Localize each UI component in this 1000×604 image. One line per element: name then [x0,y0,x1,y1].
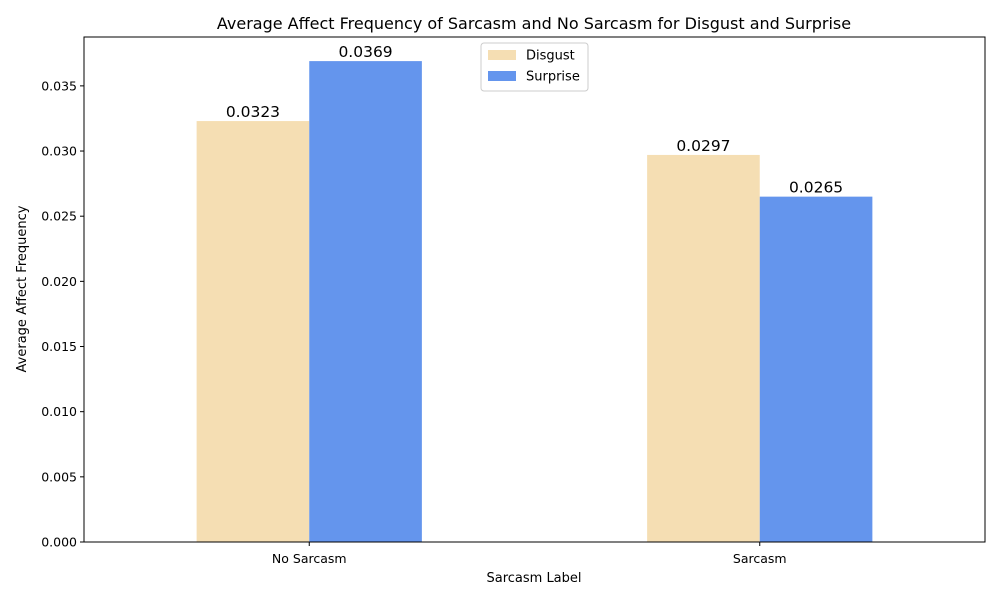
y-tick-label: 0.025 [41,209,77,224]
x-tick-label: Sarcasm [733,551,787,566]
legend-label-surprise: Surprise [526,70,580,85]
bar-disgust-no-sarcasm [196,121,310,542]
y-tick-label: 0.030 [41,144,77,159]
legend-label-disgust: Disgust [526,49,575,64]
legend: Disgust Surprise [480,42,589,92]
y-tick-label: 0.005 [41,469,77,484]
y-tick-label: 0.000 [41,535,77,550]
x-axis: No Sarcasm Sarcasm [272,542,787,566]
bar-value-label: 0.0265 [789,179,843,197]
plot-frame [83,36,986,543]
x-tick-label: No Sarcasm [272,551,347,566]
y-tick-label: 0.015 [41,339,77,354]
bar-value-label: 0.0369 [338,43,392,61]
bar-value-labels: 0.0323 0.0297 0.0369 0.0265 [226,43,843,197]
y-tick-label: 0.035 [41,78,77,93]
bar-value-label: 0.0297 [676,137,730,155]
legend-swatch-disgust [488,50,516,60]
y-axis: 0.000 0.005 0.010 0.015 0.020 0.025 0.030 0.035 [41,78,84,550]
bar-disgust-sarcasm [647,154,760,542]
bars-layer [196,61,873,543]
bar-value-label: 0.0323 [226,103,280,121]
y-tick-label: 0.010 [41,404,77,419]
bar-surprise-sarcasm [759,196,873,543]
x-axis-label: Sarcasm Label [486,571,581,586]
legend-swatch-surprise [488,71,516,81]
y-axis-label: Average Affect Frequency [15,205,30,372]
bar-surprise-no-sarcasm [309,61,422,542]
y-tick-label: 0.020 [41,274,77,289]
chart-title: Average Affect Frequency of Sarcasm and … [217,14,851,33]
